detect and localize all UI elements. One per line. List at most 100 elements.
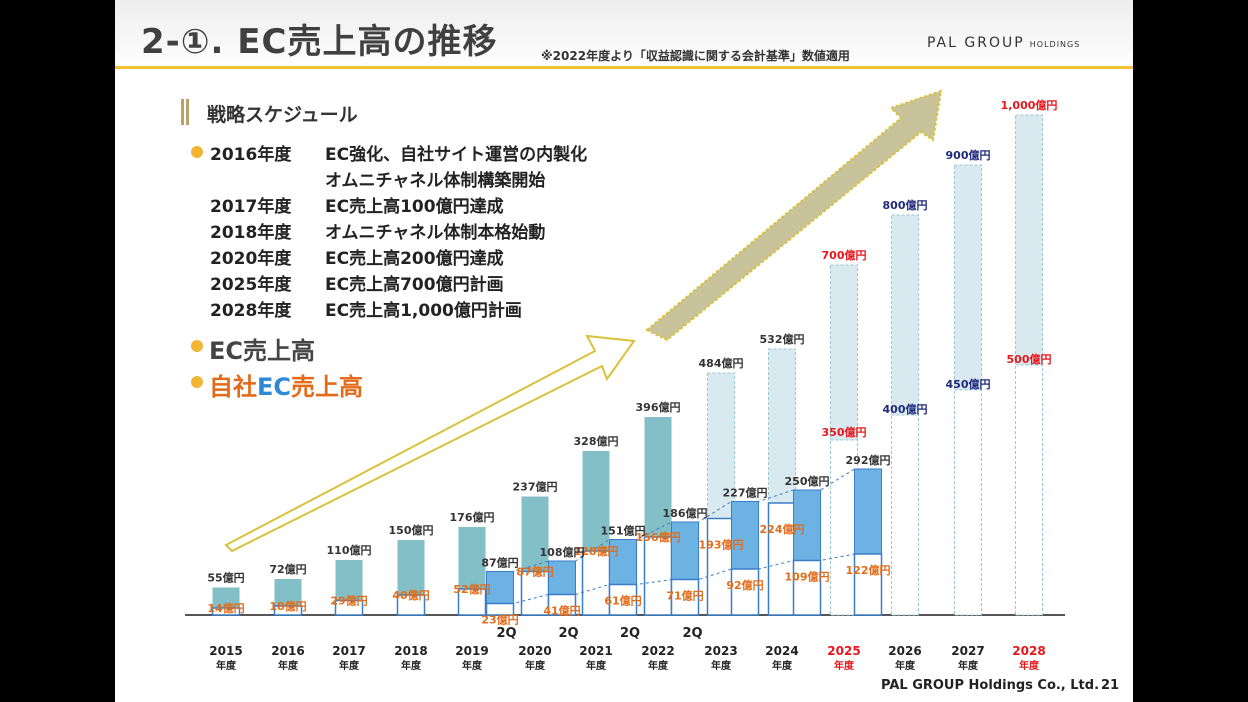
own-ec-label: 40億円 [392, 588, 429, 602]
x-tick-label: 2025 [827, 644, 860, 658]
x-tick-label: 2017 [332, 644, 365, 658]
half-year-own-label: 122億円 [846, 563, 891, 577]
schedule-text: EC売上高200億円達成 [325, 249, 504, 269]
ec-sales-label: 55億円 [207, 571, 244, 585]
own-ec-label: 450億円 [946, 377, 991, 391]
half-year-tick-label: 2Q [682, 626, 702, 641]
x-tick-sublabel: 年度 [772, 659, 793, 672]
half-year-ec-label: 227億円 [723, 486, 768, 500]
own-ec-label: 224億円 [760, 522, 805, 536]
own-ec-bar [1015, 364, 1043, 616]
half-year-own-label: 41億円 [543, 604, 580, 618]
x-tick-label: 2027 [951, 644, 984, 658]
schedule-year: 2018年度 [210, 223, 292, 243]
half-year-tick-label: 2Q [496, 626, 516, 641]
page-title: 2-①. EC売上高の推移 [141, 22, 498, 62]
x-tick-label: 2028 [1012, 644, 1045, 658]
x-tick-label: 2022 [641, 644, 674, 658]
half-year-own-bar [730, 568, 760, 616]
growth-arrow-icon [224, 334, 636, 553]
ec-sales-label: 328億円 [574, 434, 619, 448]
own-ec-bar [767, 502, 797, 616]
x-tick-sublabel: 年度 [525, 659, 546, 672]
own-ec-bar [891, 414, 919, 616]
x-tick-sublabel: 年度 [958, 659, 979, 672]
own-ec-bar [273, 605, 303, 616]
ec-sales-label: 532億円 [760, 332, 805, 346]
ec-sales-label: 237億円 [513, 480, 558, 494]
x-tick-label: 2018 [394, 644, 427, 658]
schedule-title-marker-2 [186, 99, 189, 125]
half-year-ec-label: 250億円 [785, 474, 830, 488]
own-ec-label: 29億円 [330, 594, 367, 608]
half-year-ec-label: 186億円 [663, 506, 708, 520]
schedule-text: EC売上高700億円計画 [325, 275, 504, 295]
half-year-own-label: 92億円 [726, 578, 763, 592]
half-year-own-label: 23億円 [481, 613, 518, 627]
ec-sales-label: 150億円 [389, 523, 434, 537]
schedule-text: EC強化、自社サイト運営の内製化 [325, 145, 588, 165]
half-year-own-bar [670, 578, 700, 616]
own-ec-label: 128億円 [574, 544, 619, 558]
schedule-bullet-icon [191, 146, 203, 158]
x-tick-label: 2016 [271, 644, 304, 658]
x-tick-sublabel: 年度 [339, 659, 360, 672]
half-year-ec-trend-line [486, 468, 882, 572]
x-tick-sublabel: 年度 [278, 659, 299, 672]
x-tick-sublabel: 年度 [586, 659, 607, 672]
half-year-tick-label: 2Q [558, 626, 578, 641]
own-ec-label: 156億円 [636, 530, 681, 544]
own-ec-label: 87億円 [516, 565, 553, 579]
own-ec-label: 193億円 [699, 538, 744, 552]
schedule-year: 2020年度 [210, 249, 292, 269]
plan-arrow-shape [645, 89, 943, 342]
footer-company: PAL GROUP Holdings Co., Ltd. [881, 678, 1100, 693]
own-ec-bar [334, 599, 364, 616]
own-ec-label: 52億円 [453, 582, 490, 596]
half-year-own-bar [547, 593, 577, 616]
x-tick-sublabel: 年度 [711, 659, 732, 672]
schedule-text: EC売上高1,000億円計画 [325, 301, 522, 321]
own-ec-bar [396, 594, 426, 616]
half-year-own-trend-line [486, 553, 882, 604]
company-logo: PAL GROUP HOLDINGS [927, 32, 1080, 51]
half-year-ec-label: 151億円 [601, 524, 646, 538]
x-tick-sublabel: 年度 [462, 659, 483, 672]
x-tick-label: 2020 [518, 644, 551, 658]
ec-sales-label: 1,000億円 [1001, 98, 1058, 112]
x-tick-label: 2019 [455, 644, 488, 658]
schedule-text: EC売上高100億円達成 [325, 197, 504, 217]
ec-sales-label: 900億円 [946, 148, 991, 162]
schedule-text: オムニチャネル体制構築開始 [325, 171, 546, 191]
left-letterbox [0, 0, 115, 702]
own-ec-bar [643, 536, 673, 616]
own-ec-label: 14億円 [207, 601, 244, 615]
x-tick-label: 2021 [579, 644, 612, 658]
x-tick-sublabel: 年度 [834, 659, 855, 672]
schedule-text: オムニチャネル体制本格始動 [325, 223, 546, 243]
half-year-own-bar [853, 553, 883, 616]
legend-own-suffix: 売上高 [291, 373, 364, 401]
accounting-note: ※2022年度より「収益認識に関する会計基準」数値適用 [541, 49, 850, 63]
half-year-own-label: 109億円 [785, 570, 830, 584]
ec-sales-label: 176億円 [450, 510, 495, 524]
legend-ec-bullet-icon [191, 340, 203, 352]
x-tick-sublabel: 年度 [1019, 659, 1040, 672]
half-year-ec-label: 87億円 [481, 556, 518, 570]
own-ec-bar [954, 389, 982, 616]
x-tick-sublabel: 年度 [648, 659, 669, 672]
header-divider [115, 66, 1133, 69]
own-ec-label: 400億円 [883, 402, 928, 416]
x-tick-sublabel: 年度 [895, 659, 916, 672]
own-ec-bar [211, 607, 241, 616]
legend-own-prefix: 自社 [209, 373, 257, 401]
own-ec-label: 500億円 [1007, 352, 1052, 366]
x-tick-label: 2023 [704, 644, 737, 658]
own-ec-bar [830, 439, 858, 616]
right-letterbox [1133, 0, 1248, 702]
schedule-year: 2016年度 [210, 145, 292, 165]
plan-arrow-icon [645, 89, 943, 342]
ec-sales-chart: 2015年度2016年度2017年度2018年度2019年度2020年度2021… [185, 89, 1065, 672]
ec-sales-label: 700億円 [822, 248, 867, 262]
half-year-own-bar [608, 583, 638, 616]
